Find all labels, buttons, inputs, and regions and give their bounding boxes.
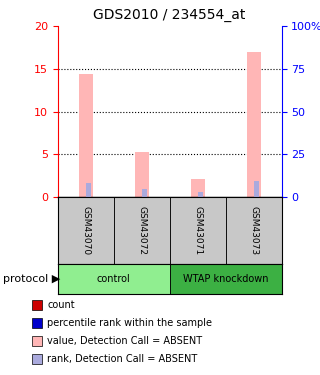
Text: WTAP knockdown: WTAP knockdown [183,274,268,284]
Bar [58,264,170,294]
Text: percentile rank within the sample: percentile rank within the sample [47,318,212,328]
Bar [198,192,203,197]
Bar [135,152,148,197]
Bar [170,197,226,264]
Bar [247,52,260,197]
Bar [86,183,91,197]
Text: value, Detection Call = ABSENT: value, Detection Call = ABSENT [47,336,203,346]
Bar [254,181,259,197]
Text: control: control [97,274,131,284]
Bar [142,189,147,197]
Bar [58,197,114,264]
Bar [170,264,282,294]
Bar [114,197,170,264]
Text: count: count [47,300,75,310]
Text: rank, Detection Call = ABSENT: rank, Detection Call = ABSENT [47,354,198,364]
Bar [79,74,92,197]
Bar [191,179,204,197]
Text: protocol ▶: protocol ▶ [3,274,60,284]
Text: GSM43073: GSM43073 [249,206,258,255]
Text: GSM43072: GSM43072 [137,206,146,255]
Text: GSM43071: GSM43071 [193,206,202,255]
Bar [226,197,282,264]
Text: GSM43070: GSM43070 [81,206,90,255]
Title: GDS2010 / 234554_at: GDS2010 / 234554_at [93,9,246,22]
